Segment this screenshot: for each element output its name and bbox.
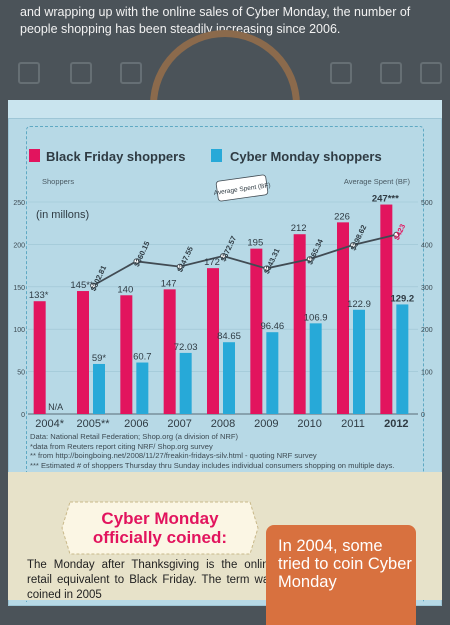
source-line-4: *** Estimated # of shoppers Thursday thr… xyxy=(30,461,440,471)
bar-label-black-friday: 147 xyxy=(161,278,177,289)
bar-label-black-friday: 172 xyxy=(204,257,220,268)
bar-cyber-monday xyxy=(136,363,148,414)
source-line-3: ** from http://boingboing.net/2008/11/27… xyxy=(30,451,440,461)
left-tick-label: 250 xyxy=(13,200,25,207)
bar-label-cyber-monday: 122.9 xyxy=(347,299,371,310)
left-tick-label: 50 xyxy=(17,370,25,377)
bar-cyber-monday xyxy=(180,353,192,414)
right-tick-label: 400 xyxy=(421,242,433,249)
bar-label-cyber-monday: 106.9 xyxy=(304,312,328,323)
bar-black-friday xyxy=(34,301,46,414)
unit-note: (in millons) xyxy=(36,209,89,221)
bar-label-cyber-monday: 96.46 xyxy=(260,321,284,332)
right-tick-label: 0 xyxy=(421,412,425,419)
average-spent-label: $347.55 xyxy=(175,245,195,273)
bar-cyber-monday xyxy=(396,304,408,414)
bar-black-friday xyxy=(337,222,349,414)
bar-cyber-monday xyxy=(353,310,365,414)
bar-cyber-monday xyxy=(310,323,322,414)
legend-swatch-cyber-monday xyxy=(211,149,222,162)
line-callout: Average Spent (BF) xyxy=(213,175,271,202)
bar-cyber-monday xyxy=(223,342,235,414)
legend-swatch-black-friday xyxy=(29,149,40,162)
bar-label-cyber-monday: 84.65 xyxy=(217,331,241,342)
bar-label-black-friday: 140 xyxy=(117,284,133,295)
x-tick-label: 2006 xyxy=(124,418,148,430)
average-spent-label: $423 xyxy=(392,223,407,242)
x-tick-label: 2011 xyxy=(341,418,365,430)
x-tick-label: 2004* xyxy=(35,418,64,430)
left-tick-label: 150 xyxy=(13,285,25,292)
left-tick-label: 100 xyxy=(13,327,25,334)
right-tick-label: 500 xyxy=(421,200,433,207)
left-axis-label: Shoppers xyxy=(42,177,74,186)
bar-label-black-friday: 247*** xyxy=(372,194,399,205)
x-tick-label: 2010 xyxy=(297,418,321,430)
right-tick-label: 200 xyxy=(421,327,433,334)
ticket-heading: Cyber Monday officially coined: xyxy=(70,505,250,551)
cyber-monday-body-text: The Monday after Thanksgiving is the onl… xyxy=(27,558,275,603)
average-spent-label: $343.31 xyxy=(262,247,282,275)
bar-label-black-friday: 212 xyxy=(291,223,307,234)
bar-label-cyber-monday: N/A xyxy=(48,402,63,412)
bar-cyber-monday xyxy=(93,364,105,414)
bar-label-black-friday: 195 xyxy=(247,238,263,249)
average-spent-label: $372.57 xyxy=(219,234,239,262)
x-tick-label: 2005** xyxy=(76,418,110,430)
x-tick-label: 2007 xyxy=(167,418,191,430)
bar-label-cyber-monday: 59* xyxy=(92,353,107,364)
bar-label-black-friday: 226 xyxy=(334,211,350,222)
left-tick-label: 0 xyxy=(21,412,25,419)
right-axis-label: Average Spent (BF) xyxy=(344,177,411,186)
left-tick-label: 200 xyxy=(13,242,25,249)
source-line-2: *data from Reuters report citing NRF/ Sh… xyxy=(30,442,440,452)
bar-black-friday xyxy=(120,295,132,414)
orange-callout: In 2004, some tried to coin Cyber Monday xyxy=(266,525,416,625)
average-spent-label: $360.15 xyxy=(132,240,152,268)
category-labels: 2004* 2005** 2006 2007 2008 2009 2010 2011 2012 xyxy=(35,418,408,430)
x-tick-label: 2008 xyxy=(211,418,235,430)
bar-cyber-monday xyxy=(266,332,278,414)
bar-label-black-friday: 133* xyxy=(29,290,49,301)
average-spent-label: $365.34 xyxy=(305,237,325,266)
source-line-1: Data: National Retail Federation; Shop.o… xyxy=(30,432,440,442)
average-spent-label: $398.62 xyxy=(349,223,369,251)
legend-label-black-friday: Black Friday shoppers xyxy=(46,149,185,164)
x-tick-label: 2012 xyxy=(384,418,408,430)
right-tick-label: 300 xyxy=(421,285,433,292)
bar-label-cyber-monday: 72.03 xyxy=(174,342,198,353)
legend-label-cyber-monday: Cyber Monday shoppers xyxy=(230,149,382,164)
ticket-line-2: officially coined: xyxy=(70,528,250,548)
sources-notes: Data: National Retail Federation; Shop.o… xyxy=(30,432,440,470)
bar-black-friday xyxy=(77,291,89,414)
ticket-line-1: Cyber Monday xyxy=(70,509,250,529)
bar-label-cyber-monday: 60.7 xyxy=(133,352,152,363)
bar-label-cyber-monday: 129.2 xyxy=(390,293,414,304)
x-tick-label: 2009 xyxy=(254,418,278,430)
right-tick-label: 100 xyxy=(421,370,433,377)
